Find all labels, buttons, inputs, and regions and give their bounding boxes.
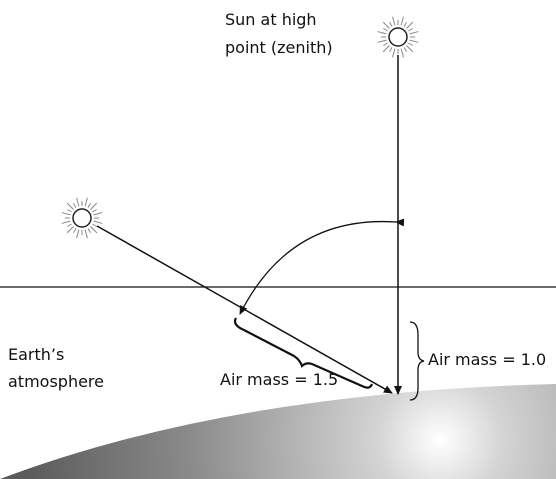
sun-ray	[389, 22, 393, 27]
suns	[61, 16, 419, 239]
angle-arc	[239, 218, 405, 315]
sun-ray	[92, 223, 97, 227]
sun-ray	[382, 45, 390, 53]
sun-ray	[406, 21, 414, 29]
sun-ray	[61, 212, 71, 216]
atmosphere-label-2: atmosphere	[8, 372, 104, 391]
sun-ray	[84, 197, 88, 207]
sun	[72, 208, 92, 228]
sun	[388, 27, 408, 47]
sun-ray	[76, 229, 80, 239]
sun-ray	[67, 209, 72, 213]
sun-ray	[90, 226, 98, 234]
sun-ray	[76, 197, 80, 207]
sun-ray	[84, 229, 88, 239]
sun-ray	[66, 202, 74, 210]
sun-ray	[87, 228, 91, 233]
sun-ray	[377, 31, 387, 35]
sun-ray	[408, 42, 413, 46]
sun-ray	[408, 28, 413, 32]
zenith-label-1: Sun at high	[225, 10, 317, 29]
sun-ray	[403, 22, 407, 27]
sun-ray	[383, 28, 388, 32]
sun-ray	[93, 220, 103, 224]
sun-ray	[400, 16, 404, 26]
sun-ray	[90, 202, 98, 210]
sun-ray	[400, 48, 404, 58]
zenith-label-2: point (zenith)	[225, 38, 333, 57]
air-mass-vertical: Air mass = 1.0	[428, 350, 546, 369]
sun-ray	[403, 47, 407, 52]
sun-ray	[409, 39, 419, 43]
sun-ray	[66, 226, 74, 234]
sun-ray	[392, 48, 396, 58]
sun-ray	[87, 203, 91, 208]
sun-ray	[382, 21, 390, 29]
sun-ray	[392, 16, 396, 26]
vertical-brace	[409, 321, 425, 401]
sun-ray	[73, 228, 77, 233]
sun-ray	[61, 220, 71, 224]
sun-ray	[73, 203, 77, 208]
earth	[0, 384, 556, 479]
sun-ray	[67, 223, 72, 227]
sun-ray	[389, 47, 393, 52]
air-mass-slant: Air mass = 1.5	[220, 370, 338, 389]
sun-ray	[383, 42, 388, 46]
atmosphere-label-1: Earth’s	[8, 345, 64, 364]
sun-ray	[406, 45, 414, 53]
slant-brace	[233, 317, 374, 389]
sun-ray	[409, 31, 419, 35]
sun-ray	[93, 212, 103, 216]
slant-ray	[96, 225, 393, 394]
sun-ray	[377, 39, 387, 43]
sun-ray	[92, 209, 97, 213]
